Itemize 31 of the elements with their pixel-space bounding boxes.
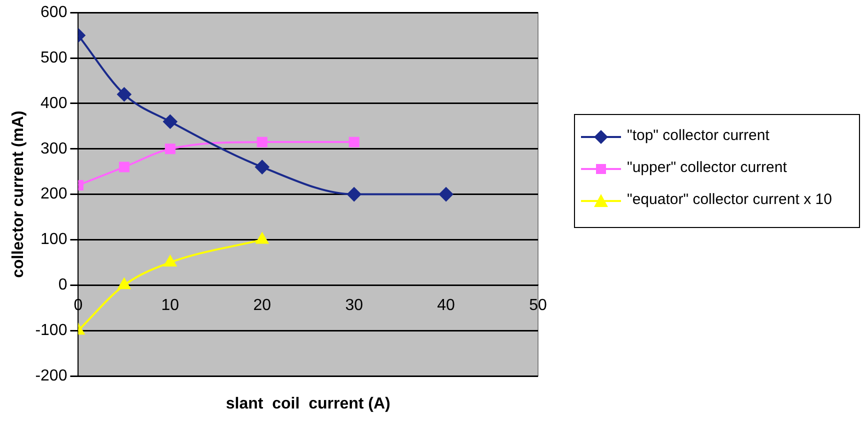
x-tick-label: 30 [345,297,364,314]
point [118,162,130,172]
y-tick-label: 200 [40,186,68,203]
point [439,187,454,202]
point [117,87,132,102]
y-tick-label: 100 [40,231,68,248]
point [256,136,268,148]
y-tick-label: 600 [40,4,68,22]
x-axis-title: slant coil current (A) [226,395,390,412]
y-tick-label: 300 [40,140,68,158]
point [164,255,176,266]
y-tick-label: 0 [58,276,68,294]
point [256,232,268,244]
point [255,160,270,174]
y-tick-label: -200 [35,367,68,384]
point [348,136,360,148]
y-axis-title: collector current (mA) [10,110,28,278]
point [118,278,130,290]
x-tick-label: 50 [529,297,547,314]
x-tick-label: 40 [437,297,456,314]
y-tick-label: -100 [35,322,68,339]
y-tick-label: 400 [40,94,68,112]
point [163,114,178,129]
point [164,144,176,154]
point [347,187,362,202]
legend-label: "upper" collector current [627,159,788,177]
x-tick-label: 10 [161,297,180,314]
legend-label: "top" collector current [627,127,770,145]
legend-label: "equator" collector current x 10 [627,191,833,209]
y-tick-label: 500 [40,49,68,66]
x-tick-label: 20 [253,297,272,314]
